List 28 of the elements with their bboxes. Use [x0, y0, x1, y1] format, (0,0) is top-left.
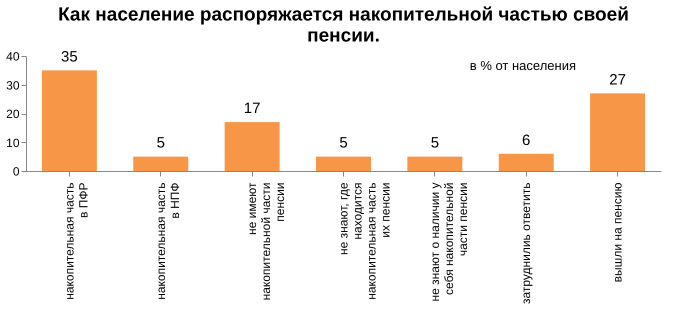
data-label: 35 — [61, 48, 78, 66]
bar — [42, 70, 97, 171]
text: пенсии. — [307, 25, 380, 46]
x-tick-label: накопительная часть в ПФР — [62, 182, 90, 300]
bar — [316, 156, 371, 171]
y-tick-label: 40 — [6, 50, 20, 64]
bar — [590, 93, 646, 171]
data-label: 27 — [609, 71, 626, 88]
data-label: 17 — [244, 100, 260, 118]
bar — [407, 156, 462, 171]
bar — [498, 154, 554, 171]
annotation: в % от населения — [470, 58, 576, 73]
y-tick-label: 20 — [6, 107, 20, 121]
x-tick-label: затруднилиь ответить — [519, 182, 534, 304]
data-label: 6 — [522, 132, 530, 149]
x-tick-label: накопительная часть в НПФ — [154, 182, 182, 300]
x-tick-label: не имеют накопительной части пенсии — [245, 182, 288, 300]
data-label: 5 — [339, 134, 348, 152]
bar — [133, 156, 188, 171]
y-tick-label: 0 — [12, 164, 20, 178]
bar — [224, 122, 280, 171]
x-tick-label: не знают, где находится накопительная часть их пенсии — [336, 182, 392, 300]
text: Как население распоряжается накопительной частью своей — [58, 4, 629, 26]
y-tick-label: 10 — [6, 136, 20, 150]
x-tick-label: вышли на пенсию — [610, 182, 625, 282]
data-label: 5 — [156, 134, 165, 152]
y-tick-label: 30 — [6, 78, 20, 92]
data-label: 5 — [430, 134, 440, 152]
